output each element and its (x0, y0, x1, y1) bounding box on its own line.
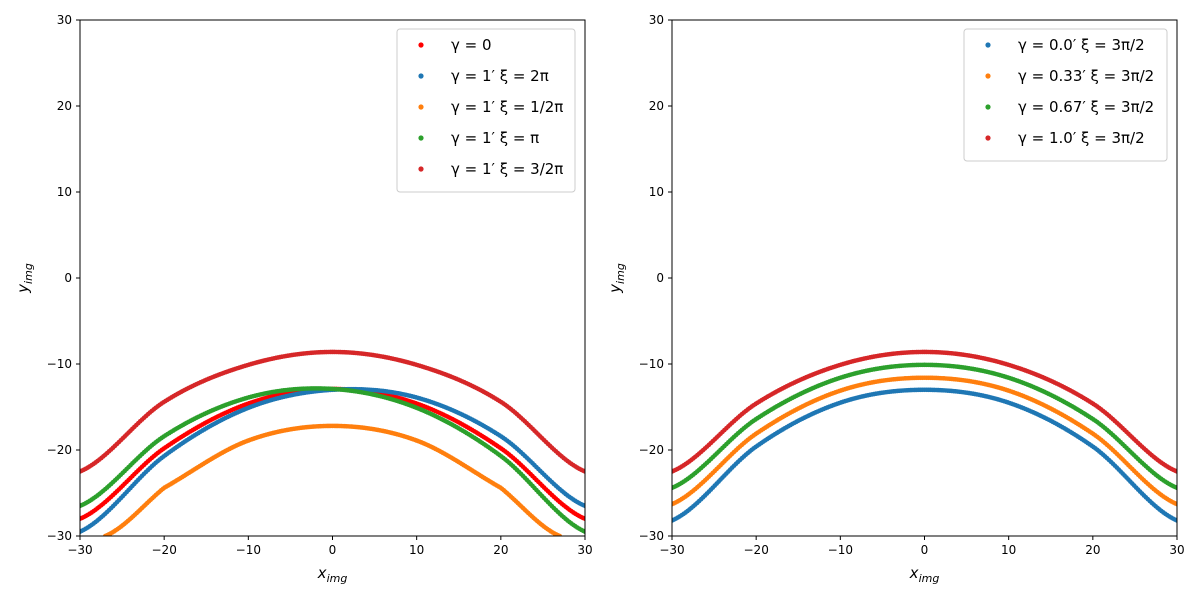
legend-marker (985, 42, 991, 48)
legend-marker (418, 73, 424, 79)
legend-marker (985, 135, 991, 141)
legend-box (396, 28, 576, 193)
scatter-point (557, 533, 563, 536)
x-axis-label: ximg (909, 564, 940, 585)
legend-label: γ = 1.0′ ξ = 3π/2 (1018, 129, 1145, 147)
scatter-point (1174, 518, 1177, 523)
y-tick-label: −20 (47, 443, 72, 457)
legend-label: γ = 0.0′ ξ = 3π/2 (1018, 36, 1145, 54)
legend-label: γ = 0 (451, 36, 492, 54)
x-tick-label: 30 (1169, 543, 1184, 557)
legend-label: γ = 1′ ξ = 2π (451, 67, 549, 85)
scatter-point (582, 516, 585, 522)
series-4-points (80, 386, 585, 534)
x-tick-label: 30 (577, 543, 592, 557)
y-axis-label: yimg (14, 263, 35, 294)
legend-label: γ = 1′ ξ = 3/2π (451, 160, 563, 178)
y-tick-label: −30 (47, 529, 72, 543)
y-tick-label: 30 (57, 13, 72, 27)
series-3-points (102, 423, 563, 536)
y-tick-label: 20 (57, 99, 72, 113)
y-tick-label: −20 (639, 443, 664, 457)
scatter-point (582, 469, 585, 474)
y-tick-label: 30 (649, 13, 664, 27)
x-tick-label: 20 (493, 543, 508, 557)
legend: γ = 0.0′ ξ = 3π/2 γ = 0.33′ ξ = 3π/2 γ = 0… (963, 28, 1168, 162)
x-tick-label: −20 (744, 543, 769, 557)
scatter-point (1174, 485, 1177, 491)
series-1-points (672, 387, 1177, 523)
y-tick-label: −10 (47, 357, 72, 371)
scatter-point (582, 529, 585, 534)
series-5-points (80, 349, 585, 474)
legend-label: γ = 0.67′ ξ = 3π/2 (1018, 98, 1154, 116)
y-tick-label: 10 (649, 185, 664, 199)
scatter-point (582, 503, 585, 509)
legend-marker (418, 166, 424, 172)
y-tick-label: 10 (57, 185, 72, 199)
series-3-points (672, 362, 1177, 491)
x-tick-label: 10 (1001, 543, 1016, 557)
y-tick-label: −30 (639, 529, 664, 543)
legend-marker (985, 104, 991, 110)
x-tick-label: 0 (329, 543, 337, 557)
left-plot: −30 −20 −10 0 10 20 30 −30 −20 −10 0 10 20 30 ximg yimg… (14, 13, 593, 585)
y-tick-label: 0 (656, 271, 664, 285)
legend-label: γ = 1′ ξ = 1/2π (451, 98, 563, 116)
legend: γ = 0 γ = 1′ ξ = 2π γ = 1′ ξ = 1/2π γ = 1′ … (396, 28, 576, 193)
x-tick-label: −10 (828, 543, 853, 557)
legend-label: γ = 1′ ξ = π (451, 129, 539, 147)
x-tick-label: −30 (659, 543, 684, 557)
x-tick-label: −10 (236, 543, 261, 557)
legend-marker (418, 42, 424, 48)
y-tick-label: 20 (649, 99, 664, 113)
scatter-point (1174, 469, 1177, 474)
y-axis-label: yimg (606, 263, 627, 294)
legend-label: γ = 0.33′ ξ = 3π/2 (1018, 67, 1154, 85)
series-2-points (672, 375, 1177, 507)
legend-marker (418, 135, 424, 141)
legend-marker (418, 104, 424, 110)
legend-box (963, 28, 1168, 162)
x-tick-label: 0 (921, 543, 929, 557)
legend-marker (985, 73, 991, 79)
y-tick-label: 0 (64, 271, 72, 285)
y-tick-label: −10 (639, 357, 664, 371)
x-tick-label: 20 (1085, 543, 1100, 557)
right-plot: −30 −20 −10 0 10 20 30 −30 −20 −10 0 10 20 30 ximg yimg… (606, 13, 1185, 585)
series-4-points (672, 349, 1177, 474)
scatter-point (1174, 501, 1177, 507)
x-axis-label: ximg (317, 564, 348, 585)
x-tick-label: −20 (152, 543, 177, 557)
x-tick-label: −30 (67, 543, 92, 557)
x-tick-label: 10 (409, 543, 424, 557)
